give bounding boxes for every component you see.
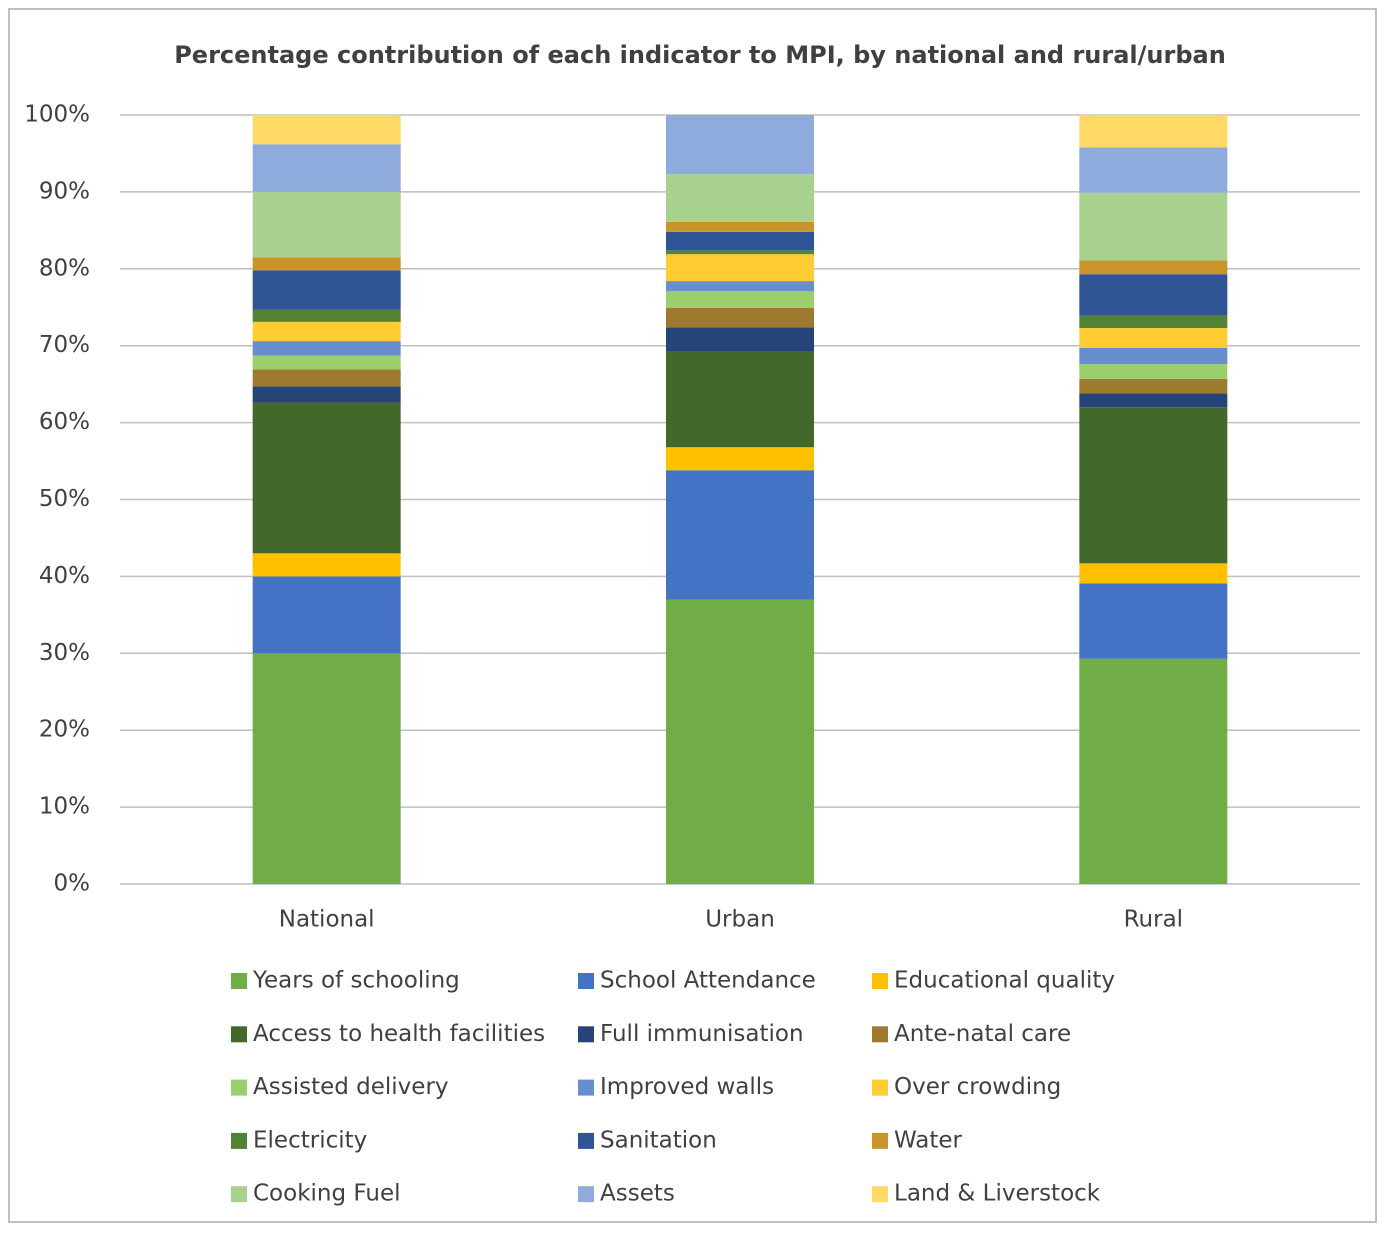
legend-label: Electricity [253,1127,367,1153]
legend-swatch [231,1026,247,1043]
y-tick-label: 60% [39,409,90,435]
legend-swatch [578,1186,594,1203]
bar-segment [252,191,401,258]
legend-swatch [872,973,888,989]
bar-segment [666,470,814,600]
y-tick-label: 100% [24,102,90,128]
bar-segment [252,257,401,271]
bar-segment [1079,260,1228,275]
bar-segment [252,369,401,387]
legend-label: Full immunisation [600,1021,804,1047]
legend-swatch [578,1079,594,1096]
legend-label: Land & Liverstock [894,1181,1101,1207]
bar-segment [1079,315,1228,329]
bar-segment [666,254,814,282]
bar-segment [252,355,401,370]
y-tick-label: 70% [39,332,90,358]
legend-swatch [231,1132,247,1149]
bar-segment [1079,658,1228,884]
bar-segment [1079,563,1228,584]
bar-segment [252,576,401,654]
bar-segment [252,553,401,577]
bar-segment [666,599,814,884]
bar-segment [1079,274,1228,316]
y-tick-label: 50% [39,486,90,512]
bar-segment [1079,364,1228,379]
bar-segment [1079,378,1228,394]
legend-label: Access to health facilities [253,1021,545,1047]
x-tick-label: National [279,907,375,933]
x-tick-label: Urban [705,907,775,933]
bar-segment [252,270,401,310]
legend-swatch [872,1026,888,1043]
bar-segment [252,321,401,342]
bar-segment [666,250,814,255]
legend-swatch [578,1026,594,1043]
bar-segment [1079,583,1228,659]
bar-segment [1079,348,1228,365]
legend-swatch [231,1186,247,1203]
legend-label: Assets [600,1181,675,1207]
bar-segment [252,144,401,192]
y-tick-label: 10% [39,794,90,820]
legend-label: Ante-natal care [894,1021,1071,1047]
legend-label: Years of schooling [252,968,460,994]
legend-swatch [578,973,594,989]
bar-segment [252,309,401,322]
bar-segment [252,402,401,554]
legend-swatch [231,1079,247,1096]
y-tick-label: 30% [39,640,90,666]
legend-label: Water [894,1127,963,1153]
x-tick-label: Rural [1124,907,1183,933]
bar-segment [666,231,814,251]
y-tick-label: 90% [39,178,90,204]
bar-segment [666,281,814,292]
bar-segment [666,221,814,232]
legend-label: Cooking Fuel [253,1181,401,1207]
legend-label: Over crowding [894,1074,1061,1100]
bar-segment [666,308,814,328]
y-tick-label: 40% [39,563,90,589]
bar-segment [1079,328,1228,349]
bar-segment [666,174,814,222]
legend-swatch [872,1132,888,1149]
y-tick-label: 0% [54,871,91,897]
bar-segment [1079,407,1228,564]
bar-segment [252,386,401,403]
legend-label: Improved walls [600,1074,774,1100]
legend-label: Sanitation [600,1127,717,1153]
chart-title: Percentage contribution of each indicato… [174,41,1226,69]
legend-label: Assisted delivery [253,1074,449,1100]
bar-segment [666,351,814,448]
bar-segment [1079,147,1228,193]
y-tick-label: 20% [39,717,90,743]
bar-segment [666,447,814,471]
bar-segment [666,115,814,175]
legend-swatch [578,1132,594,1149]
bar-segment [252,341,401,356]
legend-swatch [872,1186,888,1203]
bar-segment [252,115,401,145]
legend-label: Educational quality [894,968,1115,994]
y-tick-label: 80% [39,255,90,281]
legend-label: School Attendance [600,968,816,994]
bar-segment [252,653,401,884]
bar-segment [1079,393,1228,408]
bar-segment [666,327,814,352]
bar-segment [666,291,814,309]
bar-segment [1079,115,1228,148]
legend-swatch [231,973,247,989]
legend-swatch [872,1079,888,1096]
bar-segment [1079,192,1228,261]
